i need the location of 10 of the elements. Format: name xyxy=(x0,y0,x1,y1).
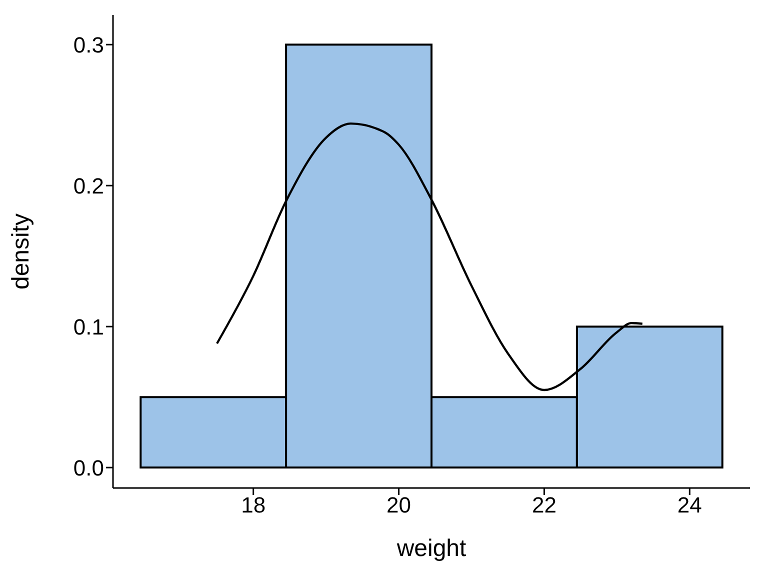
x-tick-label: 22 xyxy=(532,492,556,518)
x-tick-label: 24 xyxy=(677,492,702,518)
x-axis-title: weight xyxy=(396,535,467,562)
x-tick-label: 18 xyxy=(241,492,266,518)
y-axis-title: density xyxy=(8,213,35,290)
y-tick-label: 0.0 xyxy=(73,455,104,480)
y-tick-label: 0.2 xyxy=(73,173,104,198)
x-tick-label: 20 xyxy=(386,492,412,518)
y-tick-label: 0.1 xyxy=(73,314,104,340)
y-tick-label: 0.3 xyxy=(73,32,104,58)
